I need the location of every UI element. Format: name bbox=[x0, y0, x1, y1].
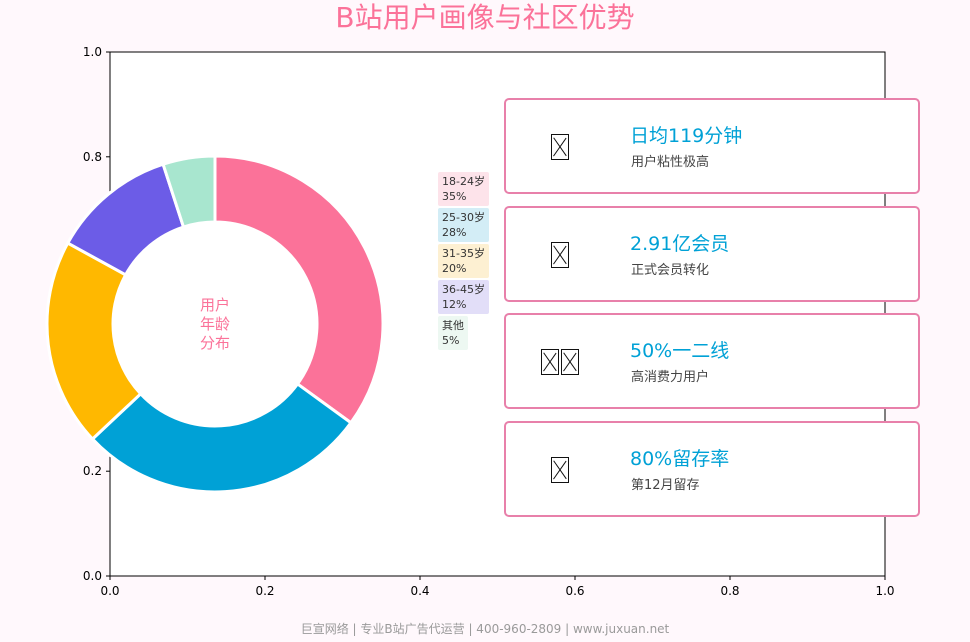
donut-slice bbox=[90, 381, 354, 494]
x-tick-label: 0.0 bbox=[100, 584, 119, 598]
member-icon bbox=[530, 236, 590, 274]
retention-icon bbox=[530, 451, 590, 489]
city-icon bbox=[530, 343, 590, 381]
y-tick-label: 0.8 bbox=[83, 150, 102, 164]
legend-value: 5% bbox=[442, 334, 460, 347]
y-tick-label: 1.0 bbox=[83, 45, 102, 59]
center-label-line: 分布 bbox=[200, 334, 230, 352]
stat-card-subtitle: 高消费力用户 bbox=[631, 370, 710, 385]
stat-card-subtitle: 正式会员转化 bbox=[631, 263, 710, 278]
x-tick-label: 0.2 bbox=[255, 584, 274, 598]
stat-card: 日均119分钟用户粘性极高 bbox=[504, 98, 920, 194]
center-label-line: 用户 bbox=[200, 296, 230, 314]
donut-slice bbox=[161, 154, 217, 229]
y-tick-label: 0.0 bbox=[83, 569, 102, 583]
stat-card-subtitle: 第12月留存 bbox=[631, 478, 700, 493]
center-label-line: 年龄 bbox=[200, 315, 230, 333]
stat-card: 80%留存率第12月留存 bbox=[504, 421, 920, 517]
legend-item: 31-35岁 20% bbox=[438, 244, 489, 278]
legend-value: 20% bbox=[442, 262, 467, 275]
legend-category: 36-45岁 bbox=[442, 283, 485, 296]
stat-card-title: 50%一二线 bbox=[630, 340, 730, 362]
y-tick-label: 0.2 bbox=[83, 464, 102, 478]
legend-item: 其他 5% bbox=[438, 316, 468, 350]
stat-card-subtitle: 用户粘性极高 bbox=[631, 155, 710, 170]
x-tick-label: 0.4 bbox=[410, 584, 429, 598]
legend-category: 31-35岁 bbox=[442, 247, 485, 260]
x-tick-label: 0.8 bbox=[720, 584, 739, 598]
stat-card: 50%一二线高消费力用户 bbox=[504, 313, 920, 409]
legend-category: 25-30岁 bbox=[442, 211, 485, 224]
page-title: B站用户画像与社区优势 bbox=[335, 1, 635, 34]
donut-slice bbox=[213, 154, 385, 425]
stat-card-title: 日均119分钟 bbox=[630, 125, 743, 147]
legend-category: 18-24岁 bbox=[442, 175, 485, 188]
stat-card: 2.91亿会员正式会员转化 bbox=[504, 206, 920, 302]
stat-card-title: 80%留存率 bbox=[630, 448, 730, 470]
stat-card-title: 2.91亿会员 bbox=[630, 233, 730, 255]
x-tick-label: 0.6 bbox=[565, 584, 584, 598]
legend-value: 12% bbox=[442, 298, 467, 311]
x-tick-label: 1.0 bbox=[875, 584, 894, 598]
legend-item: 25-30岁 28% bbox=[438, 208, 489, 242]
footer-text: 巨宣网络 | 专业B站广告代运营 | 400-960-2809 | www.ju… bbox=[300, 622, 670, 636]
legend-value: 35% bbox=[442, 190, 467, 203]
legend-item: 18-24岁 35% bbox=[438, 172, 489, 206]
legend-category: 其他 bbox=[442, 319, 464, 332]
chart-legend: 18-24岁 35% 25-30岁 28% 31-35岁 20% 36-45岁 12% 其他 5% bbox=[438, 172, 498, 352]
legend-item: 36-45岁 12% bbox=[438, 280, 489, 314]
clock-icon bbox=[530, 128, 590, 166]
legend-value: 28% bbox=[442, 226, 467, 239]
